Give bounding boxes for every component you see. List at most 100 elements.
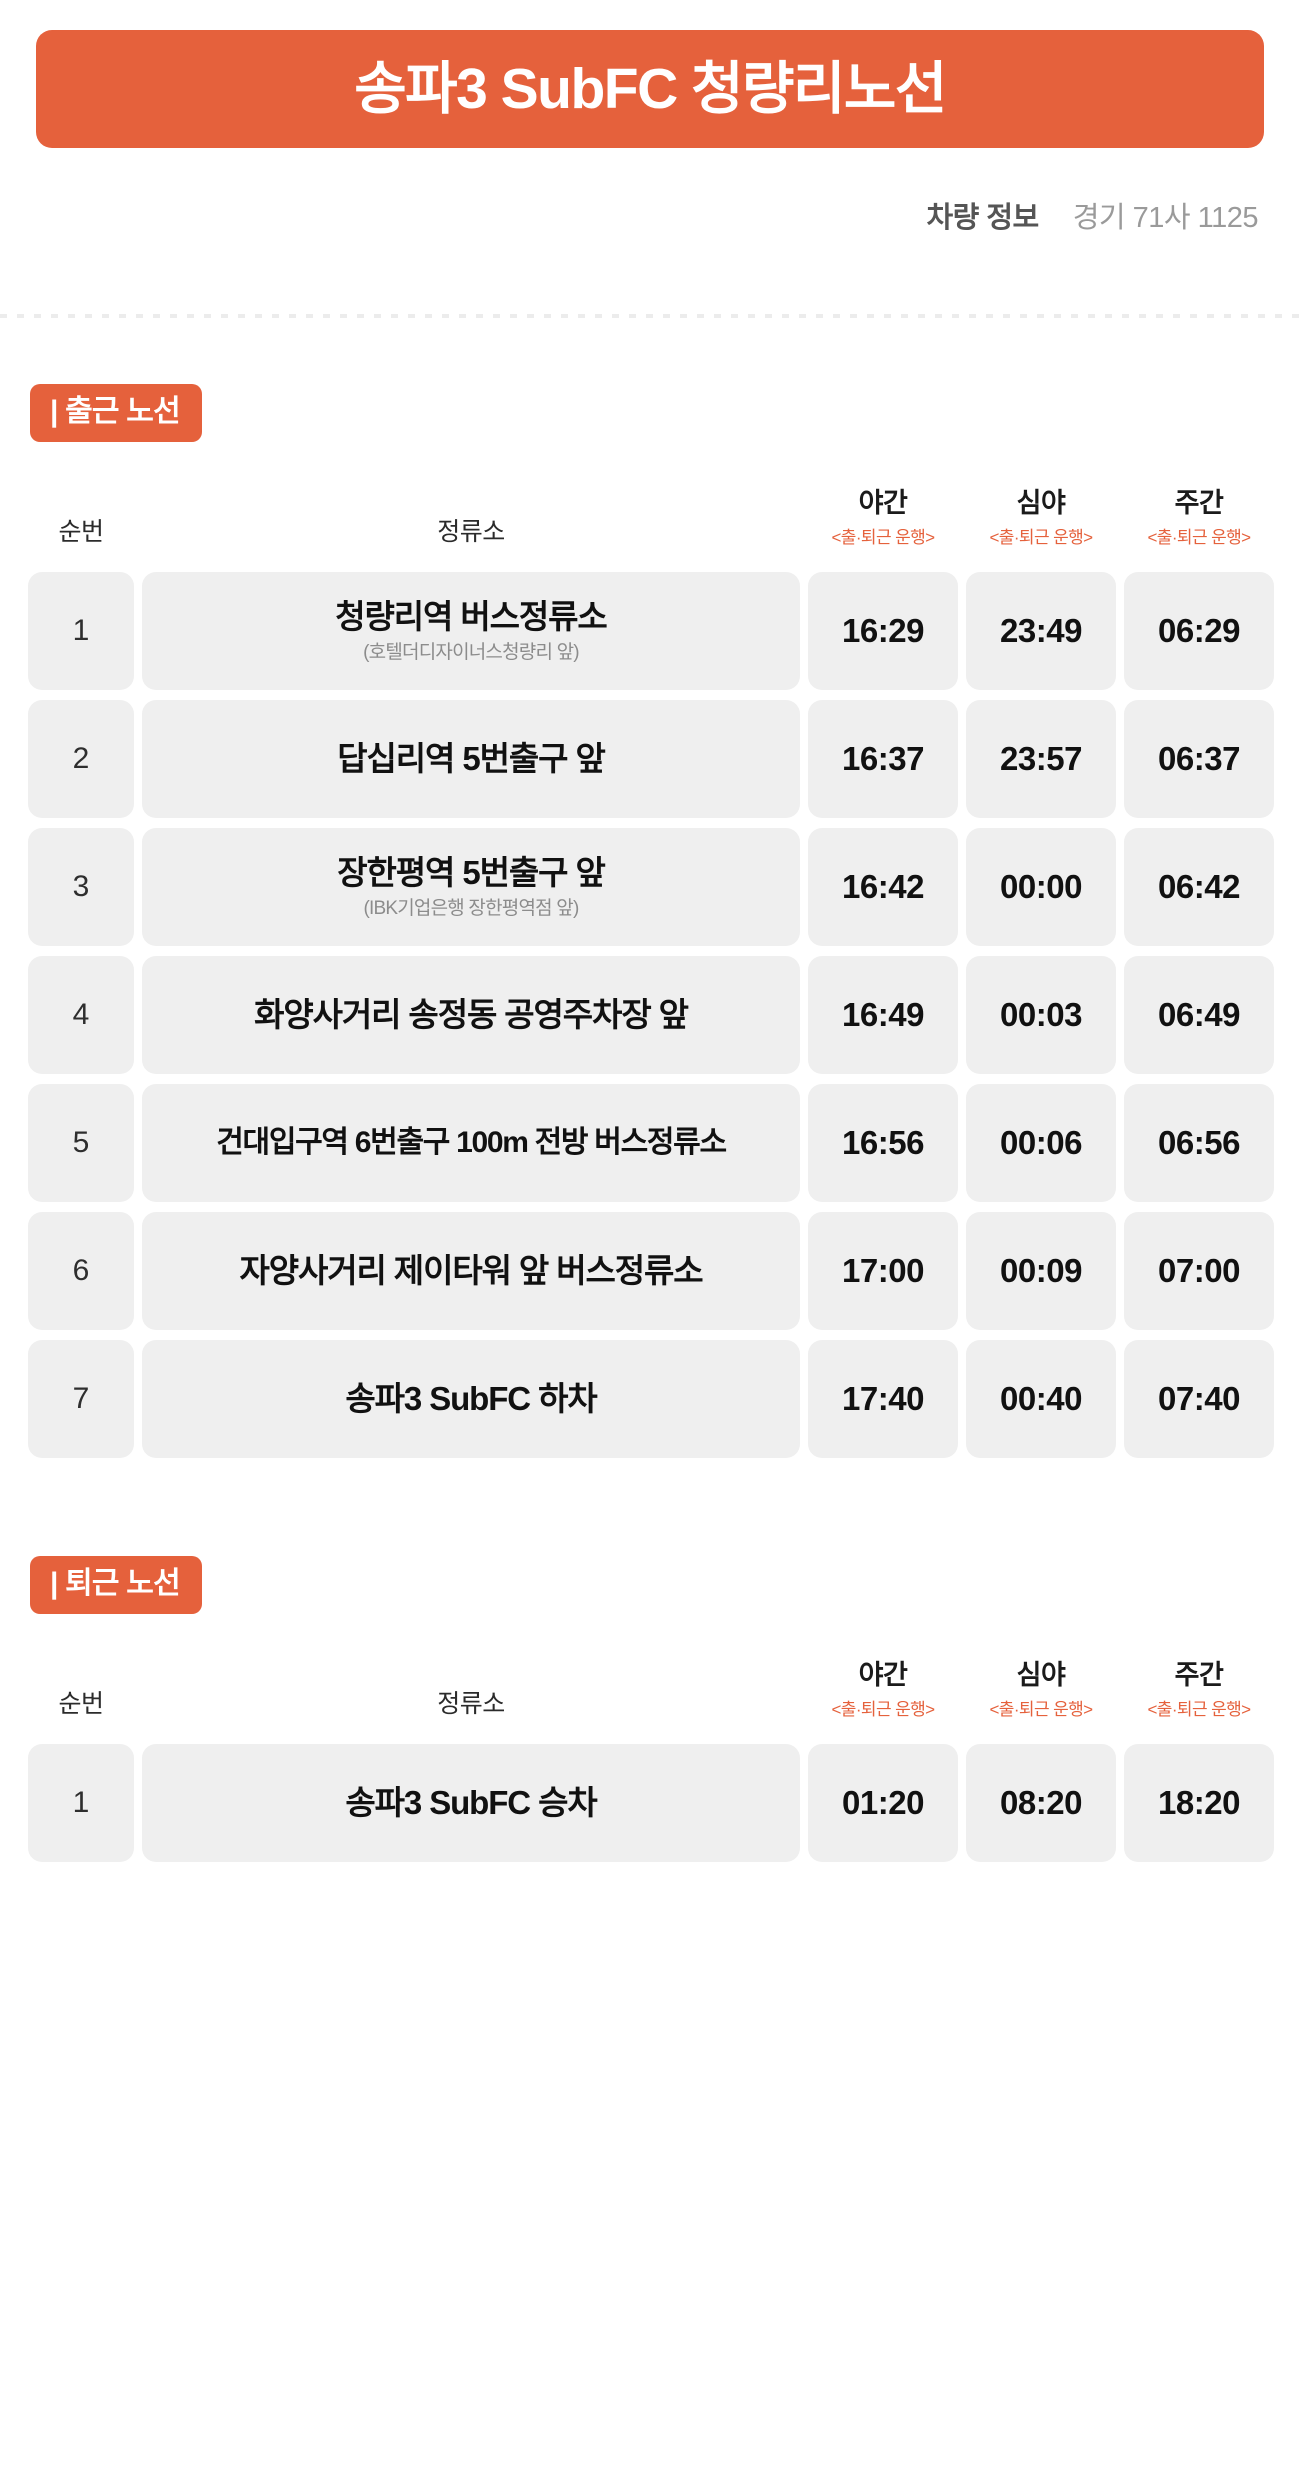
schedule-table: 순번 정류소 야간 <출·퇴근 운행> 심야 <출·퇴근 운행> 주간 <출·퇴근 운행> 1 송… (20, 1650, 1282, 1872)
table-row[interactable]: 7 송파3 SubFC 하차 17:40 00:40 07:40 (28, 1340, 1274, 1459)
column-header-num: 순번 (58, 1690, 104, 1719)
departure-time: 16:42 (808, 828, 958, 947)
departure-time: 18:20 (1124, 1744, 1274, 1863)
table-row[interactable]: 2 답십리역 5번출구 앞 16:37 23:57 06:37 (28, 700, 1274, 819)
departure-time: 06:29 (1124, 572, 1274, 691)
departure-time: 00:40 (966, 1340, 1116, 1459)
column-header-time-label: 주간 (1174, 488, 1224, 518)
departure-time: 07:40 (1124, 1340, 1274, 1459)
table-row[interactable]: 1 송파3 SubFC 승차 01:20 08:20 18:20 (28, 1744, 1274, 1863)
column-header-time-label: 주간 (1174, 1660, 1224, 1691)
section-badge: | 퇴근 노선 (30, 1556, 202, 1615)
column-header-time-note: <출·퇴근 운행> (831, 1700, 935, 1720)
column-header-time-label: 야간 (858, 488, 908, 518)
row-sequence-number: 1 (28, 1744, 134, 1863)
row-sequence-number: 4 (28, 956, 134, 1075)
row-sequence-number: 6 (28, 1212, 134, 1331)
table-row[interactable]: 1 청량리역 버스정류소 (호텔더디자이너스청량리 앞) 16:29 23:49 06:2… (28, 572, 1274, 691)
dotted-divider (0, 314, 1300, 318)
bus-stop-name: 청량리역 버스정류소 (335, 597, 608, 635)
column-header-time: 야간 <출·퇴근 운행> (808, 1660, 958, 1734)
row-sequence-number: 1 (28, 572, 134, 691)
table-header-row: 순번 정류소 야간 <출·퇴근 운행> 심야 <출·퇴근 운행> 주간 <출·퇴근 운행> (28, 488, 1274, 562)
header-banner-wrap: 송파3 SubFC 청량리노선 (0, 0, 1300, 148)
column-header-time: 심야 <출·퇴근 운행> (966, 488, 1116, 562)
departure-time: 06:37 (1124, 700, 1274, 819)
departure-time: 00:06 (966, 1084, 1116, 1203)
table-row[interactable]: 4 화양사거리 송정동 공영주차장 앞 16:49 00:03 06:49 (28, 956, 1274, 1075)
column-header-time-label: 심야 (1016, 488, 1066, 518)
bus-stop-name: 화양사거리 송정동 공영주차장 앞 (254, 996, 689, 1034)
column-header-time-label: 심야 (1016, 1660, 1066, 1691)
column-header-time-note: <출·퇴근 운행> (989, 528, 1093, 548)
column-header-time: 심야 <출·퇴근 운행> (966, 1660, 1116, 1734)
departure-time: 16:56 (808, 1084, 958, 1203)
row-sequence-number: 2 (28, 700, 134, 819)
section-spacer (20, 1468, 1280, 1556)
departure-time: 16:29 (808, 572, 958, 691)
departure-time: 00:09 (966, 1212, 1116, 1331)
column-header-time-note: <출·퇴근 운행> (989, 1700, 1093, 1720)
departure-time: 17:00 (808, 1212, 958, 1331)
row-sequence-number: 7 (28, 1340, 134, 1459)
bus-stop-cell[interactable]: 송파3 SubFC 승차 (142, 1744, 800, 1863)
bus-stop-name: 장한평역 5번출구 앞 (337, 853, 606, 891)
column-header-time-note: <출·퇴근 운행> (831, 528, 935, 548)
section-badge: | 출근 노선 (30, 384, 202, 442)
bottom-spacer (0, 1872, 1300, 1922)
vehicle-info-label: 차량 정보 (926, 202, 1039, 234)
sections-root: | 출근 노선 순번 정류소 야간 <출·퇴근 운행> 심야 <출·퇴근 운행> 주간 <출·퇴… (0, 318, 1300, 1872)
bus-stop-landmark: (IBK기업은행 장한평역점 앞) (363, 897, 579, 919)
departure-time: 23:57 (966, 700, 1116, 819)
table-row[interactable]: 5 건대입구역 6번출구 100m 전방 버스정류소 16:56 00:06 06:56 (28, 1084, 1274, 1203)
departure-time: 07:00 (1124, 1212, 1274, 1331)
header-banner: 송파3 SubFC 청량리노선 (36, 30, 1264, 148)
bus-stop-cell[interactable]: 장한평역 5번출구 앞 (IBK기업은행 장한평역점 앞) (142, 828, 800, 947)
column-header-stop: 정류소 (437, 1690, 505, 1719)
schedule-table: 순번 정류소 야간 <출·퇴근 운행> 심야 <출·퇴근 운행> 주간 <출·퇴근 운행> 1 청… (20, 478, 1282, 1468)
vehicle-plate-number: 경기 71사 1125 (1072, 202, 1259, 234)
bus-stop-cell[interactable]: 청량리역 버스정류소 (호텔더디자이너스청량리 앞) (142, 572, 800, 691)
table-row[interactable]: 3 장한평역 5번출구 앞 (IBK기업은행 장한평역점 앞) 16:42 00:00 0… (28, 828, 1274, 947)
bus-stop-cell[interactable]: 송파3 SubFC 하차 (142, 1340, 800, 1459)
bus-stop-cell[interactable]: 자양사거리 제이타워 앞 버스정류소 (142, 1212, 800, 1331)
departure-time: 01:20 (808, 1744, 958, 1863)
column-header-num: 순번 (58, 518, 104, 547)
row-sequence-number: 3 (28, 828, 134, 947)
departure-time: 16:49 (808, 956, 958, 1075)
departure-time: 17:40 (808, 1340, 958, 1459)
page-title: 송파3 SubFC 청량리노선 (354, 56, 947, 121)
bus-stop-cell[interactable]: 답십리역 5번출구 앞 (142, 700, 800, 819)
bus-stop-landmark: (호텔더디자이너스청량리 앞) (363, 641, 580, 663)
section-spacer (20, 318, 1280, 384)
departure-time: 16:37 (808, 700, 958, 819)
bus-stop-cell[interactable]: 화양사거리 송정동 공영주차장 앞 (142, 956, 800, 1075)
column-header-time-note: <출·퇴근 운행> (1147, 528, 1251, 548)
departure-time: 08:20 (966, 1744, 1116, 1863)
column-header-time: 주간 <출·퇴근 운행> (1124, 1660, 1274, 1734)
departure-time: 06:49 (1124, 956, 1274, 1075)
column-header-time-note: <출·퇴근 운행> (1147, 1700, 1251, 1720)
bus-stop-name: 답십리역 5번출구 앞 (337, 740, 606, 778)
row-sequence-number: 5 (28, 1084, 134, 1203)
table-row[interactable]: 6 자양사거리 제이타워 앞 버스정류소 17:00 00:09 07:00 (28, 1212, 1274, 1331)
vehicle-info: 차량 정보 경기 71사 1125 (0, 148, 1300, 236)
departure-time: 23:49 (966, 572, 1116, 691)
table-header-row: 순번 정류소 야간 <출·퇴근 운행> 심야 <출·퇴근 운행> 주간 <출·퇴근 운행> (28, 1660, 1274, 1734)
bus-stop-name: 송파3 SubFC 하차 (345, 1380, 597, 1418)
bus-stop-name: 자양사거리 제이타워 앞 버스정류소 (239, 1252, 703, 1290)
departure-time: 06:42 (1124, 828, 1274, 947)
column-header-stop: 정류소 (437, 518, 505, 547)
column-header-time-label: 야간 (858, 1660, 908, 1691)
bus-stop-name: 송파3 SubFC 승차 (345, 1784, 597, 1822)
column-header-time: 야간 <출·퇴근 운행> (808, 488, 958, 562)
departure-time: 06:56 (1124, 1084, 1274, 1203)
departure-time: 00:03 (966, 956, 1116, 1075)
bus-stop-cell[interactable]: 건대입구역 6번출구 100m 전방 버스정류소 (142, 1084, 800, 1203)
bus-stop-name: 건대입구역 6번출구 100m 전방 버스정류소 (216, 1125, 727, 1159)
column-header-time: 주간 <출·퇴근 운행> (1124, 488, 1274, 562)
departure-time: 00:00 (966, 828, 1116, 947)
